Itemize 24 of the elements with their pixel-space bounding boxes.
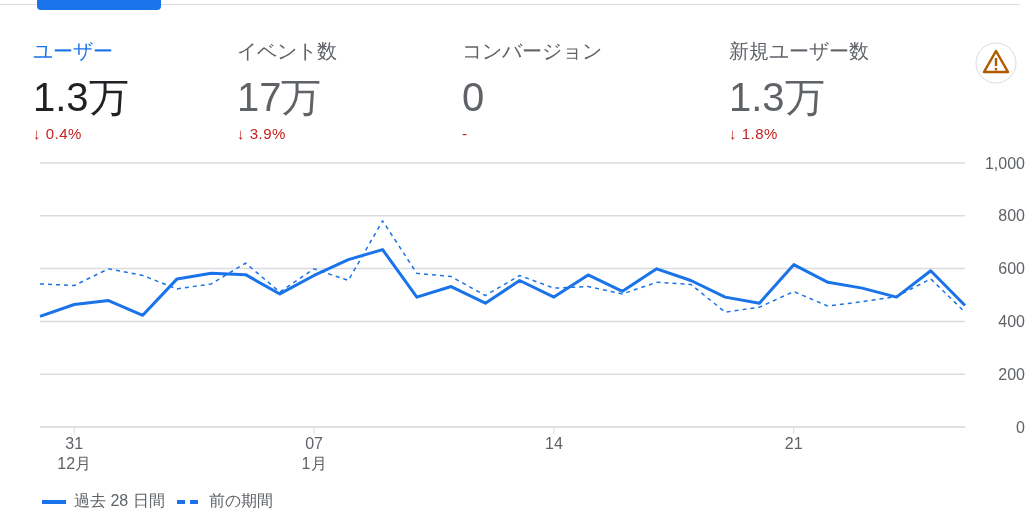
category-label: ユーザー (33, 39, 114, 64)
text: 1.3万 (729, 75, 825, 119)
category-label: イベント数 (237, 39, 337, 64)
text: ↓ 0.4% (33, 125, 83, 142)
x-tick-label: 07 1月 (301, 435, 327, 472)
category-label: コンバージョン (462, 39, 602, 64)
x-tick-label: 14 (544, 435, 563, 452)
y-tick-label: 600 (998, 260, 1026, 278)
text: 17万 (237, 75, 322, 119)
text: ↓ 1.8% (729, 125, 779, 142)
y-tick-label: 1,000 (984, 154, 1026, 172)
text: ↓ 3.9% (237, 125, 287, 142)
legend-label: 過去 28 日間 (73, 491, 165, 511)
x-tick-label: 31 12月 (57, 435, 92, 472)
y-tick-label: 200 (998, 365, 1026, 383)
text: 1.3万 (33, 75, 129, 119)
category-label: 新規ユーザー数 (729, 39, 869, 64)
legend-label: 前の期間 (207, 491, 273, 511)
text: - (462, 125, 469, 142)
y-tick-label: 400 (998, 313, 1026, 330)
x-tick-label: 21 (784, 435, 803, 452)
y-tick-label: 800 (998, 207, 1026, 225)
y-tick-label: 0 (1016, 418, 1026, 436)
text: 0 (462, 75, 485, 119)
